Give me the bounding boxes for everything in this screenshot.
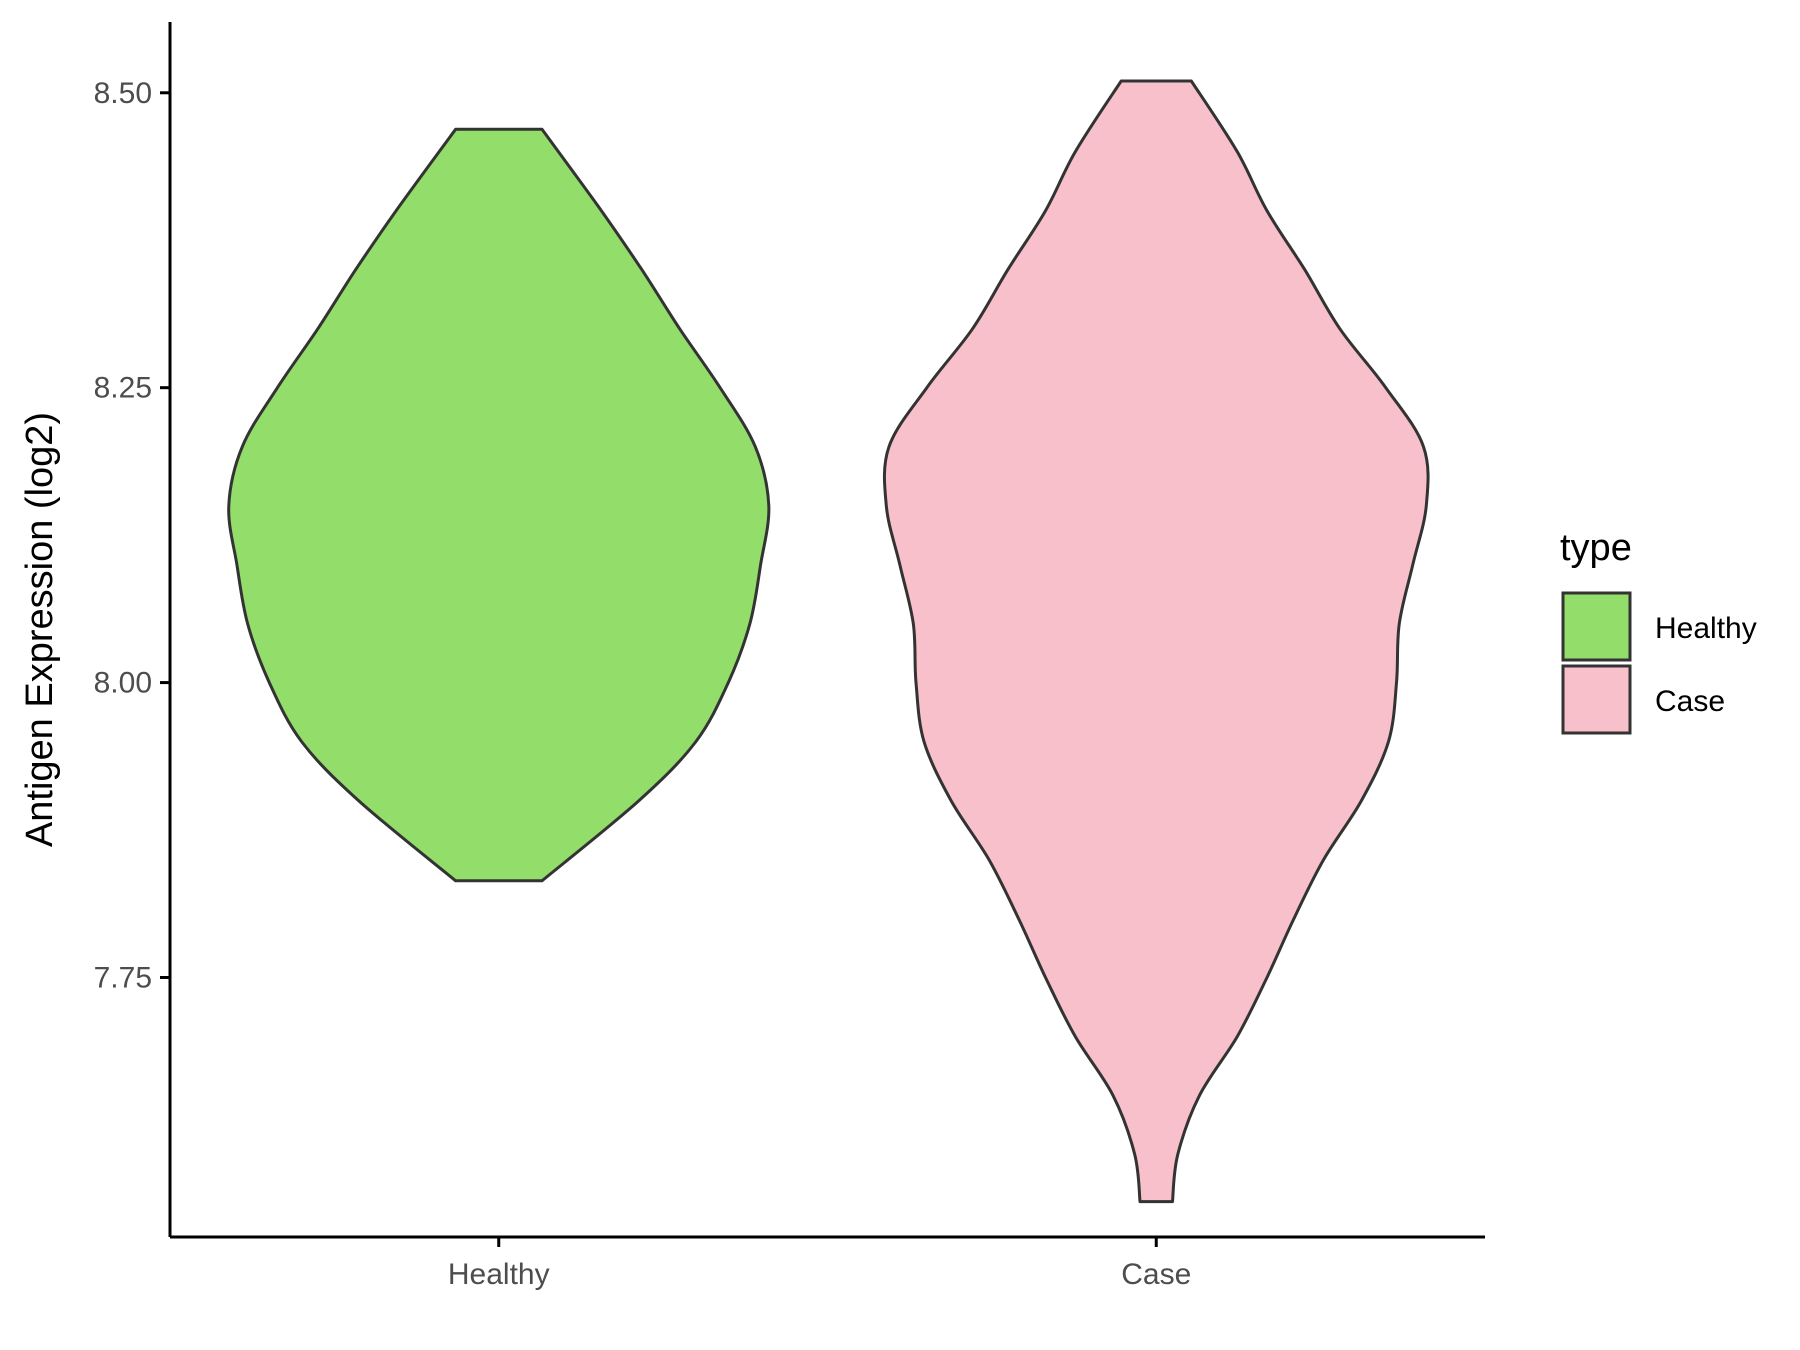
- violin-healthy: [227, 127, 771, 883]
- x-tick-label: Healthy: [448, 1258, 550, 1291]
- y-tick-label: 8.00: [94, 667, 152, 700]
- y-tick-label: 8.25: [94, 372, 152, 405]
- legend-label-case: Case: [1655, 685, 1725, 718]
- plot-area: [227, 79, 1430, 1204]
- legend-key-healthy: [1561, 591, 1632, 662]
- axes: 7.75 8.00 8.25 8.50 Healthy Case: [94, 22, 1485, 1291]
- y-axis-title: Antigen Expression (log2): [19, 412, 61, 847]
- legend-key-case: [1561, 664, 1632, 735]
- y-tick-label: 8.50: [94, 77, 152, 110]
- violin-case: [882, 79, 1430, 1204]
- legend-title: type: [1560, 527, 1632, 569]
- legend-label-healthy: Healthy: [1655, 612, 1757, 645]
- x-tick-label: Case: [1121, 1258, 1191, 1291]
- legend: type Healthy Case: [1560, 527, 1757, 735]
- y-tick-label: 7.75: [94, 961, 152, 994]
